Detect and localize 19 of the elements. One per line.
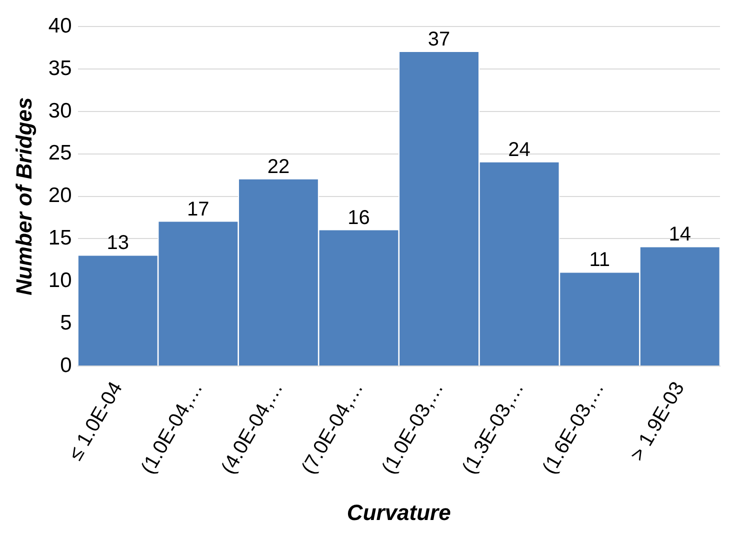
y-tick-label: 10 bbox=[48, 268, 72, 292]
x-axis-title: Curvature bbox=[346, 500, 451, 525]
data-label: 24 bbox=[508, 138, 530, 161]
data-label: 16 bbox=[348, 206, 370, 229]
y-tick-label: 0 bbox=[60, 354, 72, 377]
y-tick-label: 40 bbox=[48, 14, 72, 38]
y-tick-label: 20 bbox=[48, 184, 72, 208]
data-label: 22 bbox=[267, 156, 290, 178]
data-label: 17 bbox=[187, 198, 210, 220]
y-axis-title: Number of Bridges bbox=[11, 97, 36, 296]
y-tick-label: 30 bbox=[48, 99, 72, 122]
y-tick-label: 35 bbox=[48, 56, 72, 80]
y-tick-label: 5 bbox=[60, 311, 72, 334]
y-tick-label: 15 bbox=[48, 226, 72, 250]
data-label: 13 bbox=[106, 232, 130, 254]
y-tick-label: 25 bbox=[48, 142, 72, 165]
data-label: 11 bbox=[589, 249, 610, 272]
data-label: 37 bbox=[428, 28, 450, 51]
data-label: 14 bbox=[668, 224, 691, 246]
